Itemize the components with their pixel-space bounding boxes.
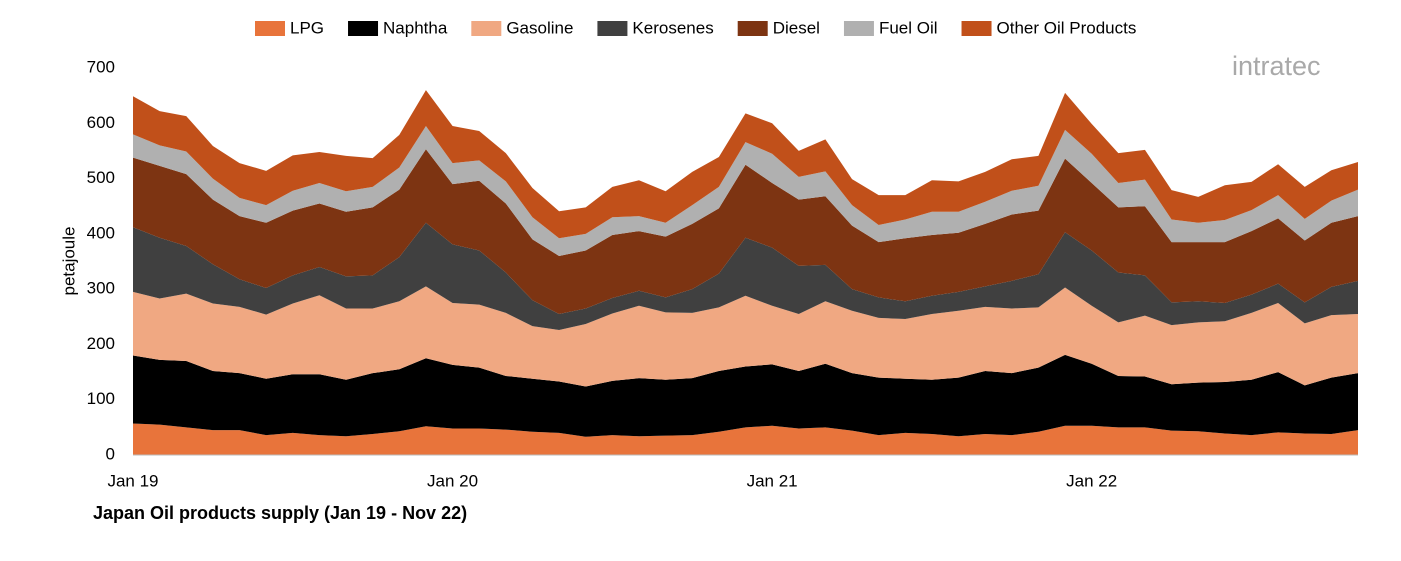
legend-label: LPG — [290, 18, 324, 37]
legend-label: Fuel Oil — [879, 18, 938, 37]
area — [133, 149, 1358, 315]
y-tick-label: 0 — [106, 444, 115, 463]
legend-label: Naphtha — [383, 18, 448, 37]
legend-label: Other Oil Products — [997, 18, 1137, 37]
legend-swatch — [843, 21, 874, 36]
y-tick-label: 500 — [87, 168, 115, 187]
legend-swatch — [255, 21, 285, 36]
area — [133, 423, 1358, 455]
area — [133, 354, 1358, 437]
chart-title: Japan Oil products supply (Jan 19 - Nov … — [93, 503, 467, 523]
area — [133, 286, 1358, 387]
x-tick-label: Jan 22 — [1066, 471, 1117, 490]
x-tick-label: Jan 19 — [107, 471, 158, 490]
legend-swatch — [737, 21, 768, 36]
legend-label: Kerosenes — [632, 18, 713, 37]
area — [133, 90, 1358, 239]
watermark: intratec — [1232, 51, 1321, 81]
area — [133, 126, 1358, 256]
legend-swatch — [471, 21, 502, 36]
legend: LPG Naphtha Gasoline Kerosenes Diesel Fuel Oi… — [255, 18, 1136, 37]
y-tick-label: 700 — [87, 57, 115, 76]
y-tick-label: 200 — [87, 334, 115, 353]
legend-swatch — [348, 21, 379, 36]
x-tick-label: Jan 20 — [427, 471, 478, 490]
y-tick-label: 100 — [87, 389, 115, 408]
x-tick-label: Jan 21 — [747, 471, 798, 490]
legend-label: Diesel — [773, 18, 820, 37]
y-axis-label: petajoule — [59, 226, 78, 295]
legend-label: Gasoline — [506, 18, 573, 37]
y-tick-label: 600 — [87, 113, 115, 132]
y-tick-label: 400 — [87, 223, 115, 242]
y-tick-label: 300 — [87, 279, 115, 298]
area — [133, 222, 1358, 331]
legend-swatch — [597, 21, 628, 36]
legend-swatch — [961, 21, 992, 36]
